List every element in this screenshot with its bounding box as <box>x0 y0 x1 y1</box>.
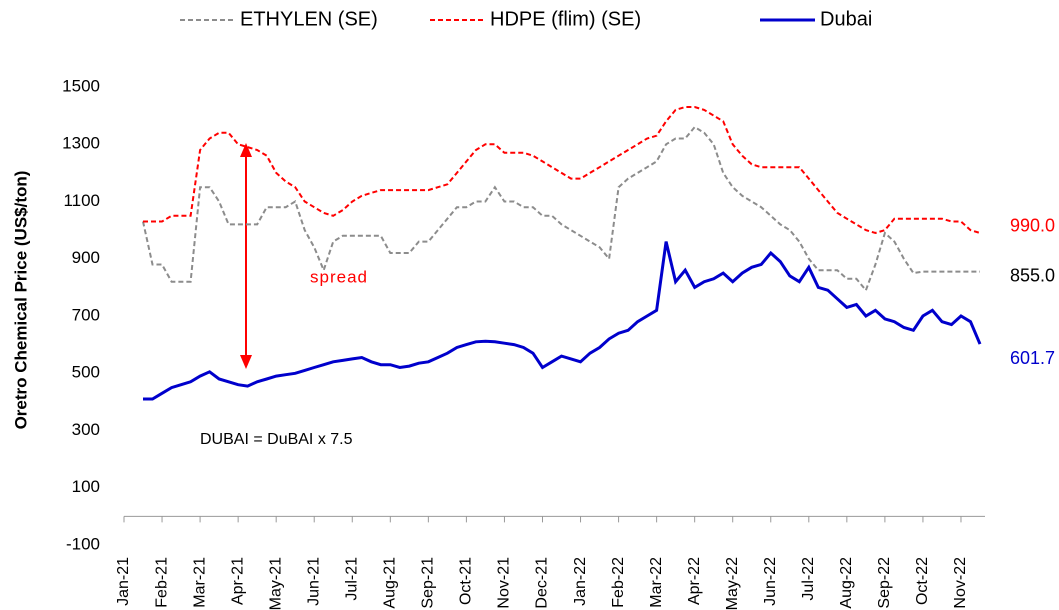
x-tick-label: Apr-22 <box>686 557 703 605</box>
y-axis-label: Oretro Chemical Price (US$/ton) <box>11 171 30 430</box>
x-tick-label: Aug-22 <box>838 557 855 609</box>
series-line <box>143 106 981 235</box>
x-tick-label: Feb-21 <box>153 557 170 608</box>
x-tick-label: Aug-21 <box>382 557 399 609</box>
annotation: DUBAI = DuBAI x 7.5 <box>200 431 353 448</box>
y-tick-label: 1300 <box>62 134 100 153</box>
y-tick-label: 1500 <box>62 76 100 95</box>
x-tick-label: May-22 <box>724 557 741 610</box>
x-tick-label: Apr-21 <box>229 557 246 605</box>
y-tick-label: -100 <box>66 534 100 553</box>
y-tick-label: 700 <box>72 305 100 324</box>
x-tick-label: Dec-21 <box>534 557 551 609</box>
x-tick-label: May-21 <box>267 557 284 610</box>
y-tick-label: 500 <box>72 363 100 382</box>
x-tick-label: Jan-22 <box>572 557 589 606</box>
end-label: 601.7 <box>1010 348 1055 368</box>
x-tick-label: Sep-22 <box>876 557 893 609</box>
y-tick-label: 900 <box>72 248 100 267</box>
end-label: 990.0 <box>1010 216 1055 236</box>
x-tick-label: Nov-22 <box>952 557 969 609</box>
x-tick-label: Jun-21 <box>305 557 322 606</box>
series-line <box>143 241 982 401</box>
x-tick-label: Jul-22 <box>800 557 817 601</box>
arrow-head <box>240 143 252 157</box>
annotation: spread <box>310 267 368 286</box>
y-tick-label: 1100 <box>63 191 100 210</box>
x-tick-label: Jan-21 <box>115 557 132 606</box>
y-tick-label: 100 <box>72 477 100 496</box>
end-label: 855.0 <box>1010 265 1055 285</box>
arrow-head <box>240 355 252 369</box>
legend-label: Dubai <box>820 8 872 30</box>
series-line <box>142 125 980 293</box>
x-tick-label: Oct-22 <box>914 557 931 605</box>
y-tick-label: 300 <box>72 420 100 439</box>
x-tick-label: Feb-22 <box>610 557 627 608</box>
x-tick-label: Sep-21 <box>420 557 437 609</box>
x-tick-label: Nov-21 <box>496 557 513 609</box>
legend-label: ETHYLEN (SE) <box>240 8 378 30</box>
legend-label: HDPE (flim) (SE) <box>490 8 641 30</box>
x-tick-label: Oct-21 <box>458 557 475 605</box>
x-tick-label: Jun-22 <box>762 557 779 606</box>
x-tick-label: Mar-22 <box>648 557 665 608</box>
x-tick-label: Mar-21 <box>191 557 208 608</box>
x-tick-label: Jul-21 <box>343 557 360 601</box>
